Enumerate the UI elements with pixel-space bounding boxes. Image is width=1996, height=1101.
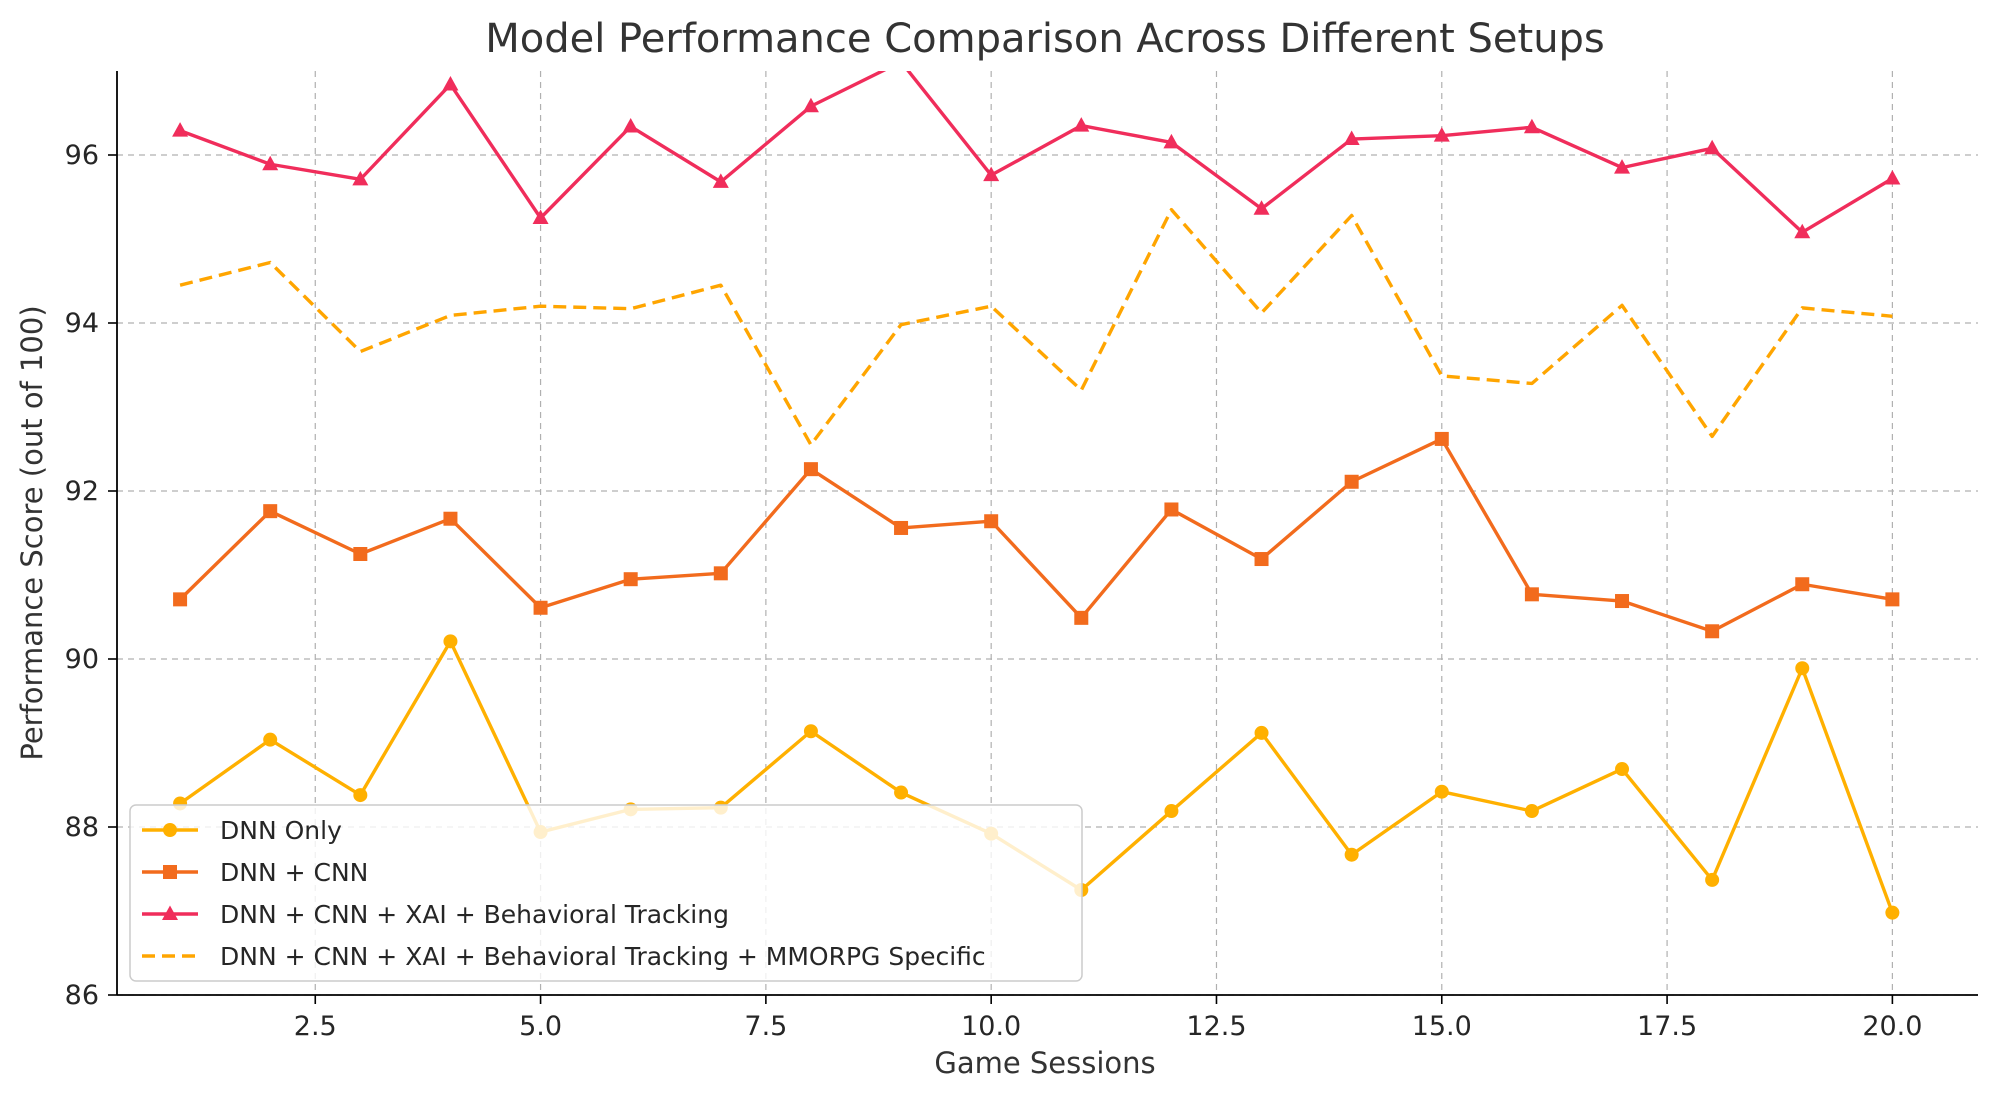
data-point (1344, 474, 1359, 489)
data-point (1885, 592, 1900, 607)
x-tick-label: 2.5 (294, 1011, 337, 1042)
data-point (1614, 159, 1631, 174)
data-point (803, 462, 818, 477)
data-point (1073, 117, 1090, 132)
data-point (263, 732, 278, 747)
series-line (179, 207, 1893, 447)
data-point (173, 592, 188, 607)
legend-frame (129, 804, 1083, 982)
data-point (623, 572, 638, 587)
x-tick-label: 5.0 (519, 1011, 562, 1042)
data-point (1434, 431, 1449, 446)
data-point (983, 166, 1000, 182)
legend-label: DNN + CNN + XAI + Behavioral Tracking (220, 900, 729, 929)
series-2 (173, 431, 1900, 639)
data-point (442, 75, 459, 91)
data-point (1524, 587, 1539, 602)
x-tick-label: 10.0 (961, 1011, 1021, 1042)
data-point (443, 634, 458, 649)
data-point (262, 155, 279, 171)
legend-item: DNN Only (142, 816, 342, 845)
data-point (1253, 200, 1270, 215)
x-tick-label: 7.5 (744, 1011, 787, 1042)
data-point (1705, 872, 1720, 887)
data-point (802, 97, 819, 113)
y-tick-label: 88 (65, 812, 99, 843)
data-point (443, 511, 458, 526)
legend-marker (162, 905, 178, 920)
data-point (353, 547, 368, 561)
series-4 (179, 207, 1893, 447)
data-point (894, 785, 909, 800)
data-point (713, 566, 728, 581)
data-point (1615, 594, 1630, 609)
data-point (172, 122, 189, 137)
data-point (1884, 170, 1901, 185)
data-point (1795, 661, 1810, 676)
data-point (1704, 139, 1721, 155)
legend-label: DNN + CNN + XAI + Behavioral Tracking + … (220, 942, 986, 971)
series-layer (172, 71, 1901, 920)
data-point (1524, 804, 1539, 819)
data-point (1344, 847, 1359, 862)
x-tick-label: 15.0 (1412, 1011, 1472, 1042)
ticks: 2.5 5.0 7.5 10.0 12.5 15.0 17.5 20.0 86 88 90 92 94 9… (65, 140, 1923, 1042)
data-point (1885, 905, 1900, 920)
x-tick-label: 17.5 (1637, 1011, 1697, 1042)
data-point (1434, 784, 1449, 799)
data-point (1164, 502, 1179, 517)
data-point (1794, 223, 1811, 239)
data-point (1254, 552, 1269, 567)
legend: DNN Only DNN + CNN DNN + CNN + XAI + Behav… (129, 804, 1083, 982)
legend-marker (163, 865, 177, 879)
x-axis-label: Game Sessions (934, 1046, 1155, 1080)
data-point (1705, 624, 1720, 639)
y-axis-label: Performance Score (out of 100) (15, 305, 49, 760)
data-point (984, 514, 999, 529)
y-tick-label: 86 (65, 980, 99, 1011)
data-point (1433, 127, 1450, 142)
data-point (1523, 118, 1540, 134)
chart-title: Model Performance Comparison Across Diff… (485, 16, 1605, 62)
series-3 (172, 71, 1901, 239)
data-point (353, 788, 368, 803)
data-point (532, 209, 549, 224)
x-tick-label: 20.0 (1862, 1011, 1922, 1042)
data-point (712, 173, 729, 188)
legend-label: DNN + CNN (220, 858, 368, 887)
data-point (1795, 577, 1810, 592)
legend-item: DNN + CNN + XAI + Behavioral Tracking + … (142, 942, 986, 971)
y-tick-label: 90 (65, 644, 99, 675)
y-tick-label: 92 (65, 476, 99, 507)
data-point (263, 504, 278, 519)
y-tick-label: 96 (65, 140, 99, 171)
data-point (533, 600, 548, 615)
data-point (1343, 130, 1360, 146)
data-point (352, 170, 369, 186)
data-point (803, 724, 818, 739)
x-tick-label: 12.5 (1186, 1011, 1246, 1042)
legend-item: DNN + CNN + XAI + Behavioral Tracking (142, 900, 729, 929)
data-point (1164, 804, 1179, 819)
data-point (1615, 762, 1630, 777)
data-point (1254, 725, 1269, 740)
data-point (1074, 610, 1089, 625)
series-line (178, 437, 1895, 633)
y-tick-label: 94 (65, 308, 99, 339)
legend-marker (163, 823, 177, 837)
data-point (894, 520, 909, 535)
legend-item: DNN + CNN (142, 858, 368, 887)
data-point (1163, 133, 1180, 149)
legend-label: DNN Only (220, 816, 342, 845)
series-line (178, 71, 1895, 234)
data-point (622, 117, 639, 133)
